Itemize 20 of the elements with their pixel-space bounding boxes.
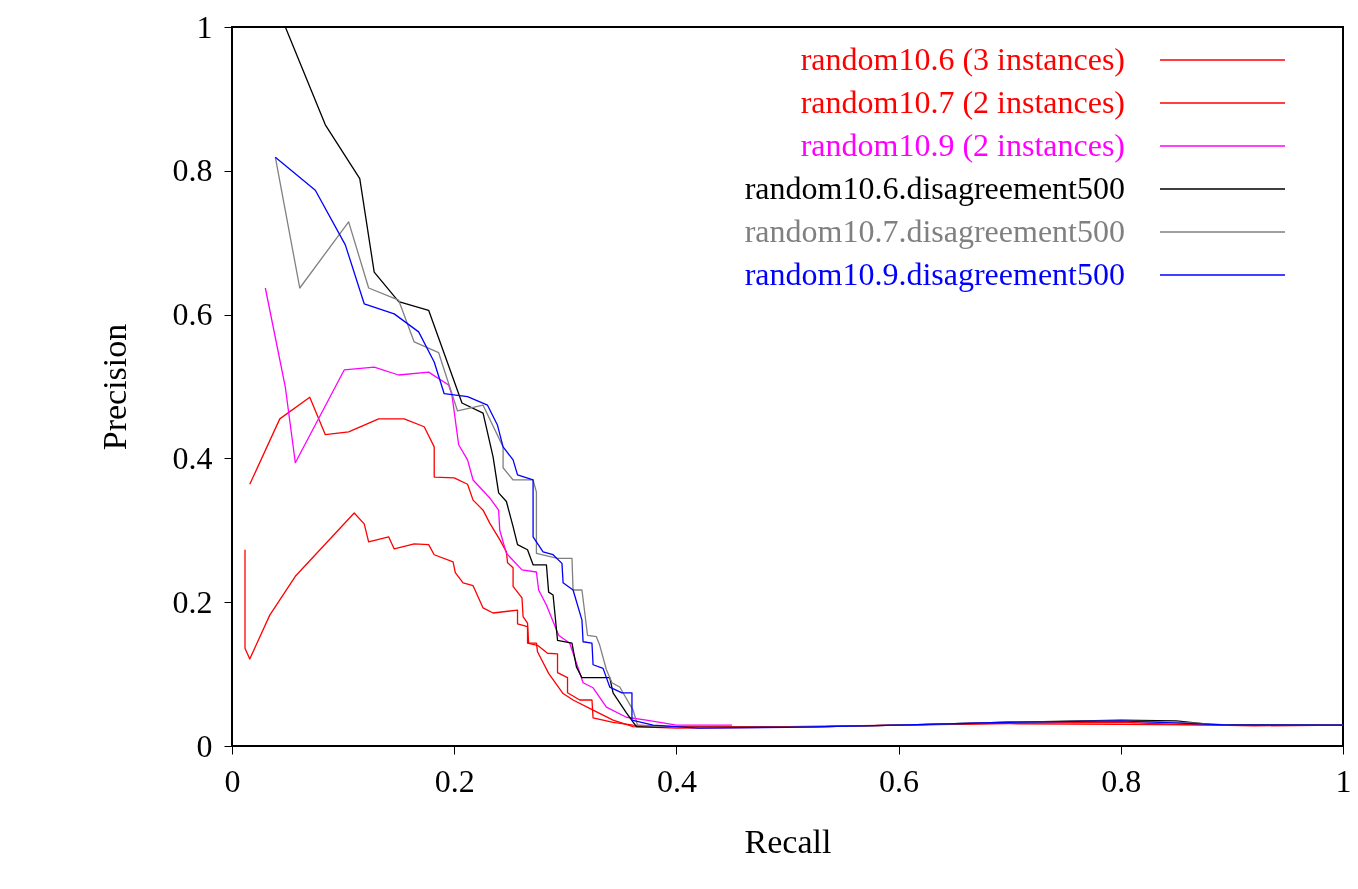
y-tick-label: 0.4 xyxy=(172,439,213,476)
y-tick-label: 0.2 xyxy=(172,583,213,620)
legend-label: random10.6 (3 instances) xyxy=(800,41,1125,77)
y-tick-label: 0.6 xyxy=(172,296,213,333)
legend-label: random10.9 (2 instances) xyxy=(800,127,1125,163)
y-axis-title: Precision xyxy=(95,323,133,451)
x-tick-label: 0.8 xyxy=(1101,762,1142,799)
x-tick-label: 0.4 xyxy=(656,762,697,799)
y-tick-label: 1 xyxy=(196,8,213,45)
y-tick-label: 0 xyxy=(196,727,213,764)
x-tick-label: 0.2 xyxy=(434,762,475,799)
legend-label: random10.7.disagreement500 xyxy=(744,213,1125,249)
y-tick-label: 0.8 xyxy=(172,152,213,189)
x-axis-title: Recall xyxy=(744,822,832,860)
legend-label: random10.6.disagreement500 xyxy=(744,170,1125,206)
x-tick-label: 0 xyxy=(224,762,241,799)
x-tick-label: 1 xyxy=(1335,762,1352,799)
legend-label: random10.9.disagreement500 xyxy=(744,256,1125,292)
legend-label: random10.7 (2 instances) xyxy=(800,84,1125,120)
x-tick-label: 0.6 xyxy=(879,762,920,799)
